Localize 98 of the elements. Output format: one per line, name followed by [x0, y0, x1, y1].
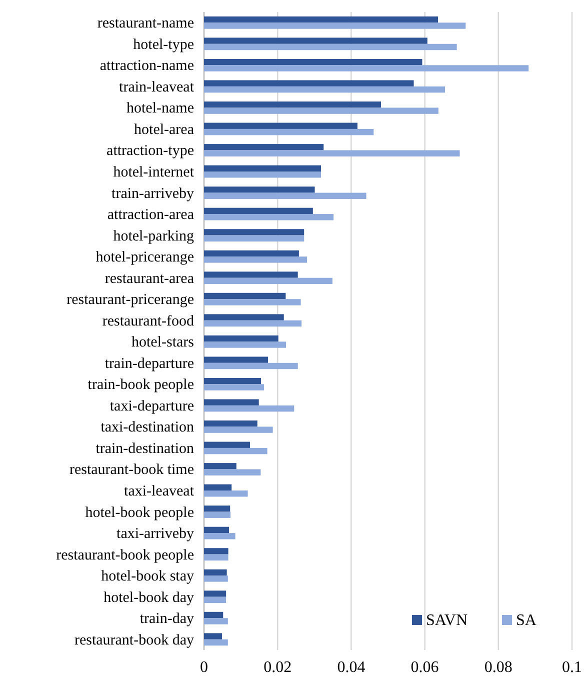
bar	[204, 235, 304, 242]
bar	[204, 512, 230, 518]
y-tick-label: hotel-book stay	[101, 568, 194, 585]
bar	[204, 16, 438, 23]
x-tick-label: 0.08	[484, 659, 512, 676]
y-tick-label: train-departure	[104, 356, 194, 372]
bar	[204, 484, 232, 490]
bar	[204, 38, 428, 44]
y-tick-label: taxi-arriveby	[116, 526, 194, 542]
y-tick-label: attraction-area	[107, 207, 194, 224]
bar	[204, 128, 374, 136]
bar	[204, 22, 466, 29]
bar	[204, 612, 224, 618]
bar	[204, 533, 236, 540]
bar	[204, 172, 322, 178]
x-tick-label: 0.02	[264, 659, 292, 676]
bar	[204, 122, 358, 129]
bar	[204, 250, 299, 257]
y-tick-label: hotel-area	[134, 122, 194, 138]
x-tick-label: 0.06	[410, 659, 439, 676]
bar	[204, 278, 332, 284]
bar	[204, 596, 226, 604]
bar	[204, 426, 273, 433]
bar	[204, 65, 529, 72]
bar	[204, 165, 322, 172]
bar	[204, 192, 366, 199]
y-tick-label: train-arriveby	[112, 186, 194, 202]
bar	[204, 618, 228, 624]
bar	[204, 44, 457, 50]
bar	[204, 384, 264, 390]
bar	[204, 569, 227, 576]
bar	[204, 506, 230, 512]
bar	[204, 299, 301, 306]
bar	[204, 362, 298, 370]
bar	[204, 150, 460, 156]
bar	[204, 490, 248, 497]
y-tick-label: restaurant-food	[102, 313, 194, 330]
y-tick-label: hotel-book day	[104, 590, 194, 606]
bar	[204, 256, 308, 263]
legend-label: SAVN	[426, 612, 468, 629]
y-tick-label: hotel-book people	[85, 504, 194, 521]
bar	[204, 186, 315, 193]
y-tick-label: taxi-leaveat	[124, 484, 195, 500]
x-tick-label: 0	[200, 659, 208, 676]
y-tick-label: restaurant-area	[104, 270, 194, 287]
y-tick-label: restaurant-book people	[56, 547, 194, 564]
bar	[204, 442, 250, 448]
bar	[204, 405, 294, 412]
bar	[204, 399, 259, 406]
x-tick-label: 0.04	[337, 659, 366, 676]
bar	[204, 469, 261, 476]
bar	[204, 576, 228, 582]
bar	[204, 335, 278, 342]
y-tick-label: train-destination	[96, 440, 194, 457]
bar	[204, 463, 236, 470]
bar	[204, 420, 258, 427]
bar	[204, 86, 446, 93]
y-tick-label: hotel-name	[126, 100, 194, 117]
bar	[204, 314, 284, 320]
y-tick-label: restaurant-pricerange	[66, 292, 194, 308]
bar	[204, 548, 228, 554]
y-tick-label: hotel-parking	[113, 228, 194, 244]
bar	[204, 554, 228, 560]
legend-label: SA	[516, 612, 537, 629]
bar	[204, 214, 334, 220]
y-tick-label: restaurant-book day	[74, 632, 194, 648]
x-tick-label: 0.1	[562, 659, 582, 676]
y-tick-label: attraction-type	[106, 143, 194, 160]
y-tick-label: taxi-departure	[110, 398, 194, 414]
y-tick-label: train-leaveat	[119, 79, 195, 96]
bar	[204, 633, 222, 640]
bar	[204, 526, 230, 534]
bar	[204, 80, 414, 86]
bar	[204, 448, 268, 454]
y-tick-label: train-day	[140, 611, 194, 628]
bar	[204, 102, 382, 108]
y-tick-label: hotel-internet	[113, 164, 195, 180]
bar	[204, 108, 438, 114]
bar	[204, 590, 226, 597]
y-tick-label: taxi-destination	[100, 420, 194, 436]
y-tick-label: attraction-name	[100, 58, 194, 74]
bar	[204, 208, 313, 214]
y-tick-label: hotel-pricerange	[96, 250, 194, 266]
bar	[204, 356, 268, 363]
bar	[204, 320, 302, 327]
y-tick-label: restaurant-book time	[69, 462, 194, 478]
bar	[204, 292, 286, 300]
bar	[204, 378, 262, 384]
bar	[204, 229, 304, 236]
y-tick-label: hotel-stars	[132, 334, 194, 351]
bar	[204, 272, 298, 278]
bar	[204, 58, 422, 66]
y-tick-label: restaurant-name	[97, 16, 194, 32]
bar	[204, 144, 324, 150]
bar	[204, 639, 228, 646]
y-tick-label: train-book people	[88, 377, 194, 394]
y-tick-label: hotel-type	[133, 36, 194, 53]
bar	[204, 342, 286, 348]
